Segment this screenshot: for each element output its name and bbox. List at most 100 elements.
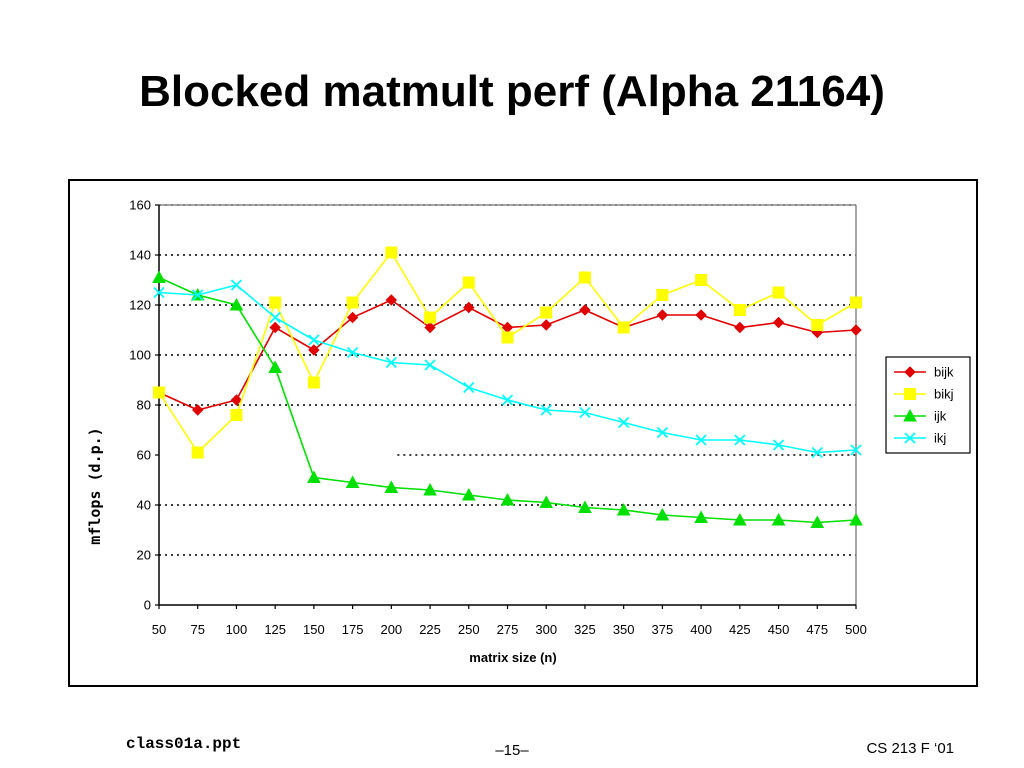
data-point-ikj xyxy=(734,434,746,446)
data-point-ikj xyxy=(656,426,669,439)
data-point-ijk xyxy=(268,360,283,373)
legend-marker-ijk xyxy=(903,408,917,422)
y-tick-label: 140 xyxy=(129,248,151,263)
data-point-bijk xyxy=(385,294,398,306)
data-point-ikj xyxy=(308,334,320,346)
legend-marker-bikj xyxy=(904,388,916,400)
data-point-ijk xyxy=(616,502,631,516)
x-marker-stroke xyxy=(772,439,785,451)
data-point-ikj xyxy=(463,381,475,394)
data-point-ijk xyxy=(384,480,399,493)
x-tick-label: 475 xyxy=(806,622,828,637)
x-marker-stroke xyxy=(501,394,514,406)
data-point-ijk xyxy=(152,270,166,283)
line-chart: 50 75 100 125 150 175 200 225 250 275 300 325 350 375… xyxy=(86,198,971,665)
x-tick-label: 450 xyxy=(768,622,790,637)
series-bikj xyxy=(153,246,862,459)
data-point-ikj xyxy=(269,311,281,324)
data-point-bijk xyxy=(308,344,320,356)
data-point-ijk xyxy=(771,512,786,526)
data-point-ijk xyxy=(810,515,825,528)
data-point-bijk xyxy=(346,311,359,324)
data-point-bikj xyxy=(772,286,785,299)
data-point-bikj xyxy=(501,331,514,344)
data-point-ijk xyxy=(461,487,476,501)
data-point-bikj xyxy=(269,296,282,309)
data-point-ijk xyxy=(849,512,863,526)
x-marker-stroke xyxy=(346,346,359,359)
x-marker-stroke xyxy=(308,334,320,346)
data-point-ijk xyxy=(539,495,554,508)
x-marker-stroke xyxy=(269,311,281,324)
x-marker-stroke xyxy=(850,444,862,456)
data-point-ikj xyxy=(230,279,243,291)
data-point-ijk xyxy=(423,482,437,496)
data-point-ikj xyxy=(153,286,165,299)
y-axis-label: mflops (d.p.) xyxy=(86,427,104,544)
data-point-bijk xyxy=(230,394,243,406)
x-tick-label: 425 xyxy=(729,622,751,637)
data-point-bikj xyxy=(153,386,165,399)
data-point-bijk xyxy=(850,324,862,336)
y-tick-label: 120 xyxy=(129,298,151,313)
x-tick-label: 325 xyxy=(574,622,596,637)
data-point-ikj xyxy=(346,346,359,359)
data-point-bikj xyxy=(230,409,243,421)
legend-label-bijk: bijk xyxy=(934,365,954,380)
data-point-ijk xyxy=(229,297,244,311)
legend-marker-bijk xyxy=(904,366,916,378)
data-point-ijk xyxy=(732,512,747,526)
data-point-bikj xyxy=(462,276,475,289)
x-marker-stroke xyxy=(811,446,823,459)
x-marker-stroke xyxy=(540,404,552,416)
x-tick-label: 375 xyxy=(652,622,674,637)
x-marker-stroke xyxy=(618,416,630,429)
series-group xyxy=(152,246,863,528)
footer-filename: class01a.ppt xyxy=(126,735,242,753)
x-marker-stroke xyxy=(230,279,243,291)
series-line-bikj xyxy=(158,251,857,454)
x-tick-label: 350 xyxy=(613,622,635,637)
data-point-bijk xyxy=(772,316,785,329)
data-point-bijk xyxy=(501,321,514,334)
data-point-ijk xyxy=(655,507,670,521)
data-point-bikj xyxy=(811,319,824,331)
data-point-bikj xyxy=(733,304,746,316)
data-point-ijk xyxy=(307,470,321,483)
data-point-bijk xyxy=(424,321,436,334)
data-point-ikj xyxy=(695,434,707,446)
data-point-ikj xyxy=(811,446,823,459)
series-ijk xyxy=(152,270,863,528)
series-line-ikj xyxy=(158,284,857,454)
slide-title: Blocked matmult perf (Alpha 21164) xyxy=(139,67,885,116)
data-point-bijk xyxy=(540,319,552,331)
x-tick-label: 500 xyxy=(845,622,867,637)
data-point-bijk xyxy=(734,321,746,334)
x-tick-label: 275 xyxy=(497,622,519,637)
data-point-ikj xyxy=(850,444,862,456)
x-tick-label: 225 xyxy=(419,622,441,637)
data-point-bikj xyxy=(424,311,437,324)
data-point-bikj xyxy=(307,376,320,389)
x-tick-label: 100 xyxy=(226,622,248,637)
data-point-ikj xyxy=(192,289,204,301)
x-tick-label: 175 xyxy=(342,622,364,637)
y-axis-ticks: 0 20 40 60 80 100 120 140 160 xyxy=(129,198,159,613)
data-point-bikj xyxy=(656,289,669,301)
legend-marker-ikj xyxy=(904,432,916,444)
x-tick-label: 400 xyxy=(690,622,712,637)
x-marker-stroke xyxy=(463,381,475,394)
data-point-bijk xyxy=(579,304,591,316)
legend-label-ijk: ijk xyxy=(934,409,947,424)
y-tick-label: 80 xyxy=(137,398,151,413)
data-point-ikj xyxy=(540,404,552,416)
data-point-bikj xyxy=(850,296,862,309)
x-marker-stroke xyxy=(192,289,204,301)
y-tick-label: 100 xyxy=(129,348,151,363)
data-point-bijk xyxy=(695,309,707,321)
x-marker-stroke xyxy=(695,434,707,446)
data-point-ijk xyxy=(345,475,360,488)
data-point-bikj xyxy=(346,296,359,309)
x-tick-label: 75 xyxy=(190,622,204,637)
x-marker-stroke xyxy=(656,426,669,439)
